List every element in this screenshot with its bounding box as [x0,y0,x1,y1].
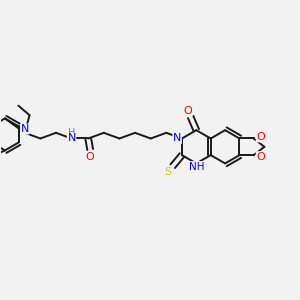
Text: O: O [184,106,192,116]
Text: N: N [173,134,181,143]
Text: S: S [165,167,172,177]
Text: O: O [256,152,265,162]
Text: H: H [68,128,75,138]
Text: N: N [68,134,76,143]
Text: NH: NH [189,162,204,172]
Text: N: N [21,124,29,134]
Text: O: O [86,152,94,161]
Text: O: O [256,132,265,142]
